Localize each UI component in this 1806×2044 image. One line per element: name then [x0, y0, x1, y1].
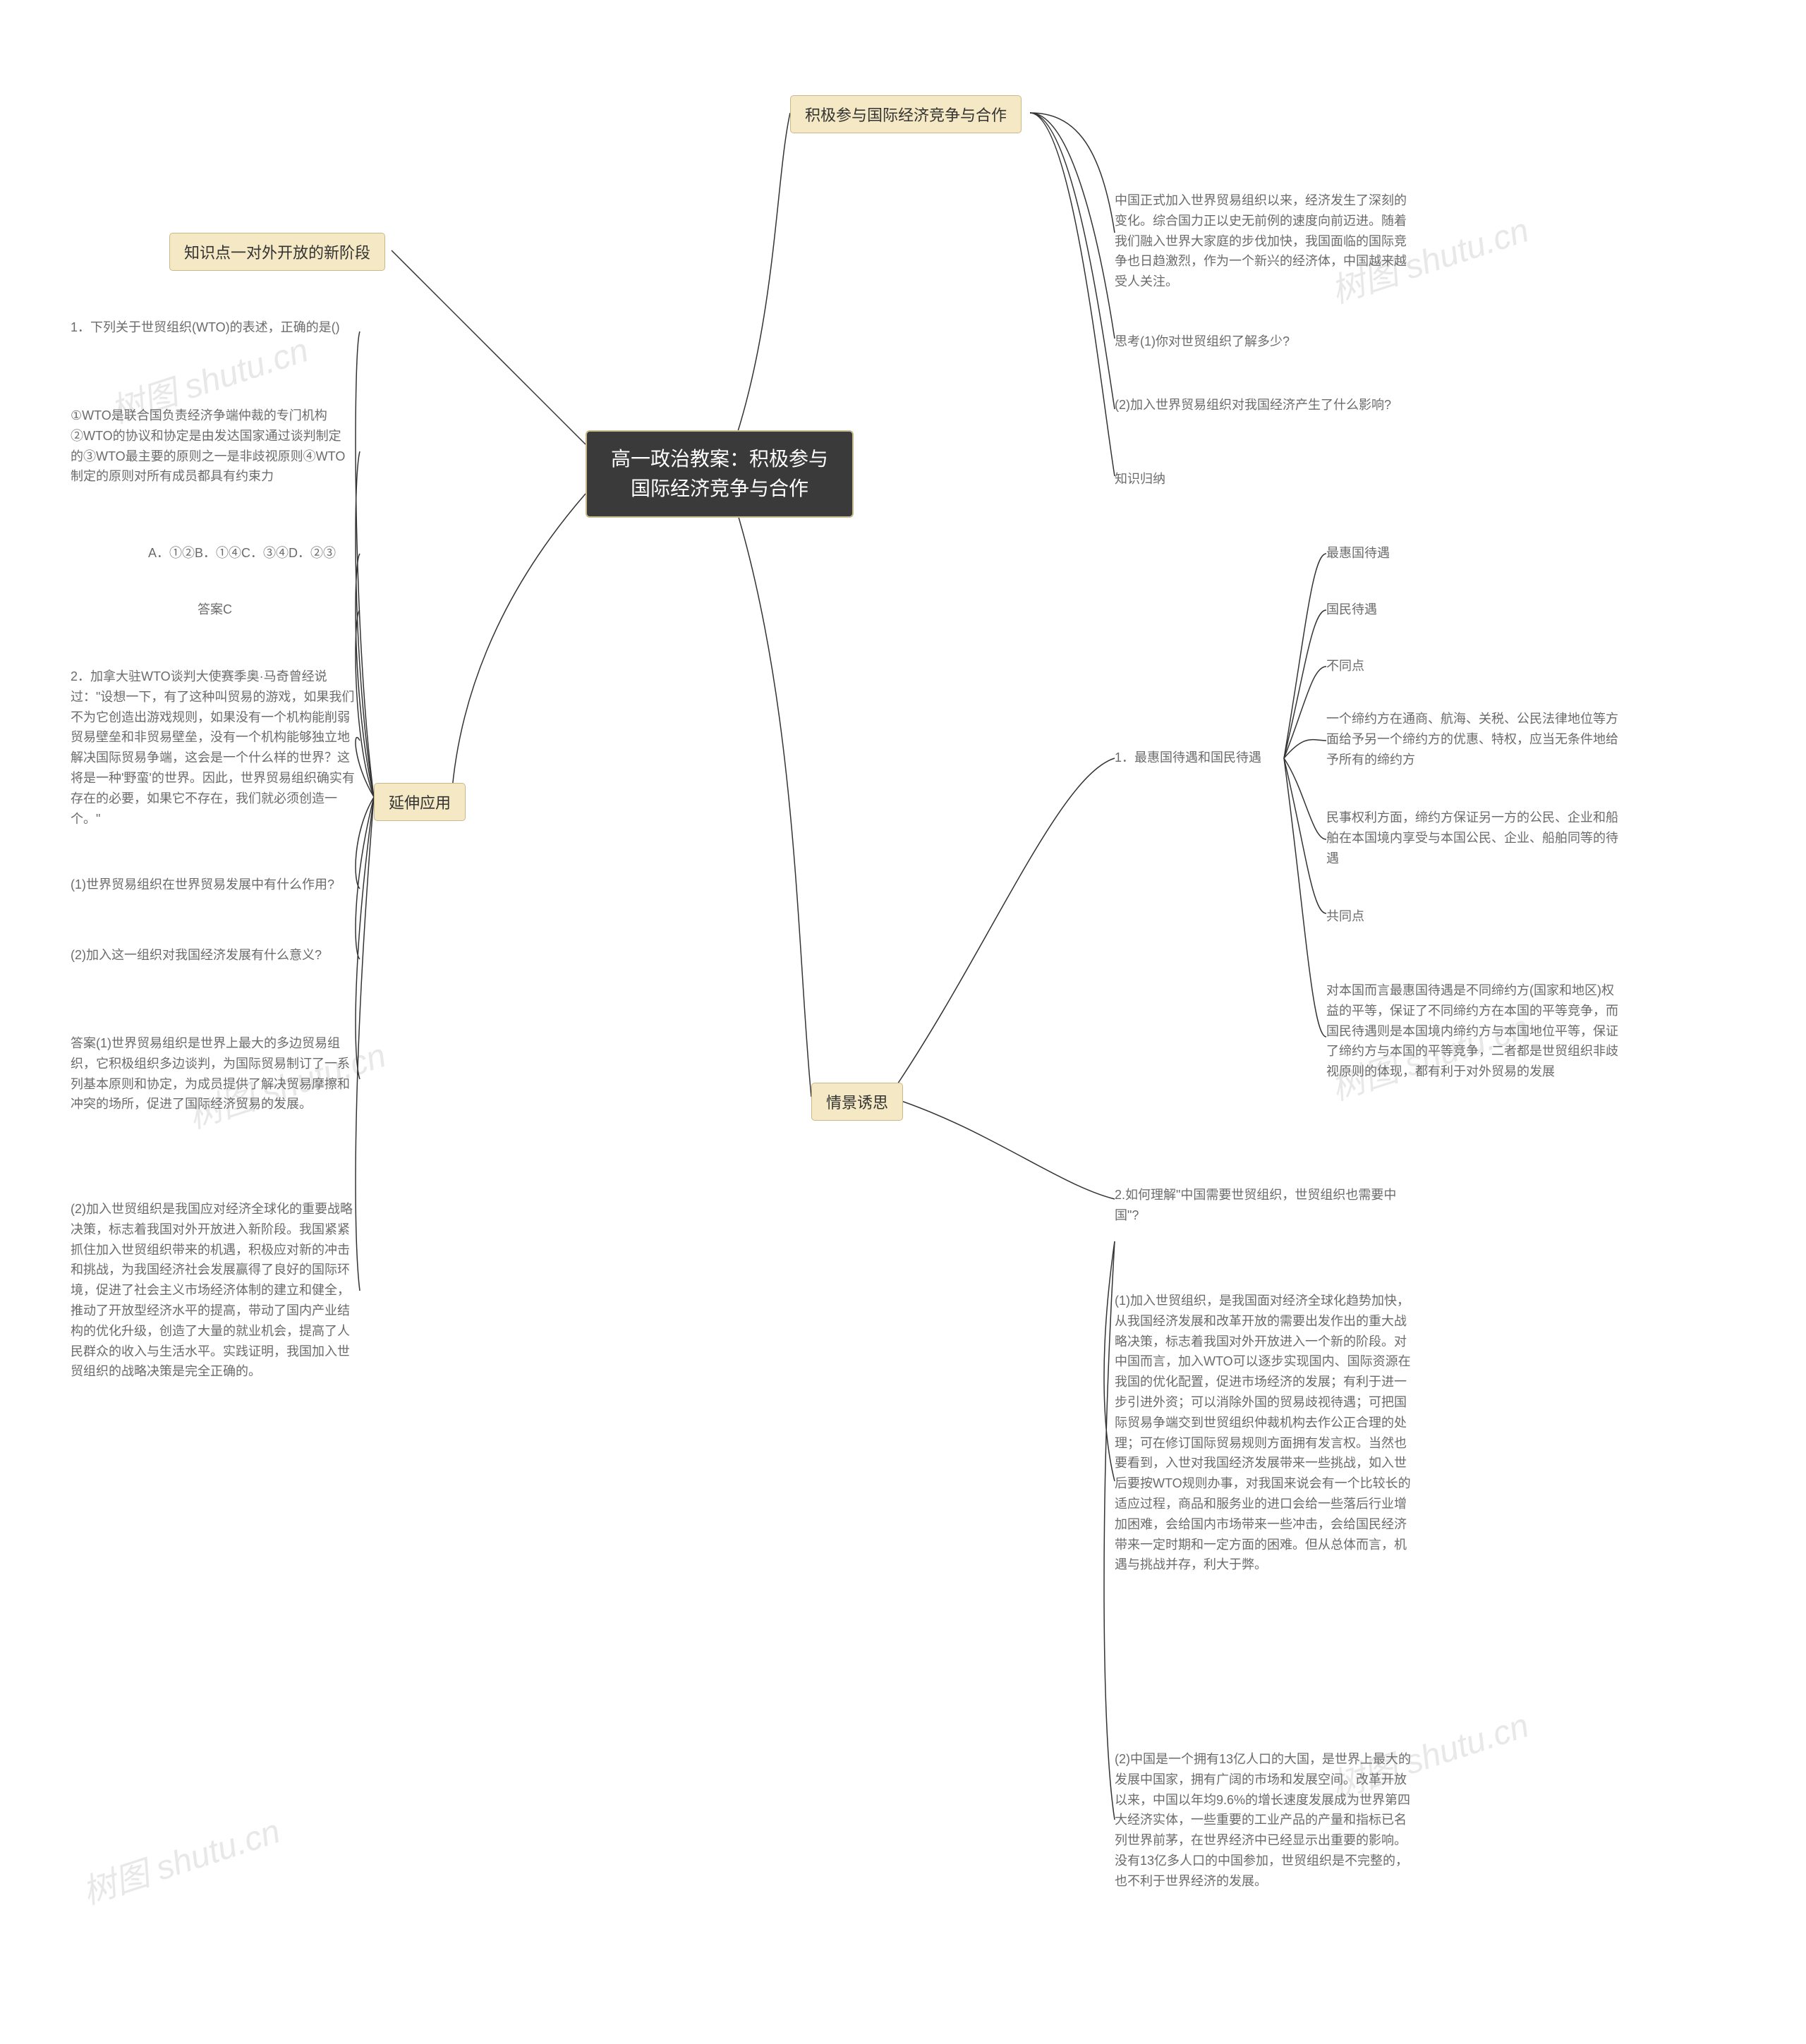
leaf-q1f: 共同点: [1326, 906, 1364, 927]
leaf-q1d: 一个缔约方在通商、航海、关税、公民法律地位等方面给予另一个缔约方的优惠、特权，应…: [1326, 709, 1623, 769]
branch-intl-competition[interactable]: 积极参与国际经济竞争与合作: [790, 95, 1022, 133]
leaf-q2: 2.如何理解"中国需要世贸组织，世贸组织也需要中国"?: [1115, 1185, 1397, 1226]
leaf-l4: 答案C: [198, 600, 232, 620]
leaf-l8: 答案(1)世界贸易组织是世界上最大的多边贸易组织，它积极组织多边谈判，为国际贸易…: [71, 1033, 360, 1114]
leaf-l1: 1．下列关于世贸组织(WTO)的表述，正确的是(): [71, 317, 340, 338]
leaf-q2a: (1)加入世贸组织，是我国面对经济全球化趋势加快，从我国经济发展和改革开放的需要…: [1115, 1291, 1418, 1575]
leaf-q1g: 对本国而言最惠国待遇是不同缔约方(国家和地区)权益的平等，保证了不同缔约方在本国…: [1326, 980, 1623, 1082]
watermark: 树图 shutu.cn: [75, 1803, 285, 1914]
leaf-q1a: 最惠国待遇: [1326, 543, 1390, 564]
leaf-l6: (1)世界贸易组织在世界贸易发展中有什么作用?: [71, 875, 334, 895]
leaf-l3: A．①②B．①④C．③④D．②③: [148, 543, 336, 564]
leaf-q1e: 民事权利方面，缔约方保证另一方的公民、企业和船舶在本国境内享受与本国公民、企业、…: [1326, 808, 1623, 868]
leaf-intro: 中国正式加入世界贸易组织以来，经济发生了深刻的变化。综合国力正以史无前例的速度向…: [1115, 190, 1418, 292]
leaf-think1: 思考(1)你对世贸组织了解多少?: [1115, 331, 1290, 352]
branch-extend-apply[interactable]: 延伸应用: [374, 783, 466, 821]
leaf-l5: 2．加拿大驻WTO谈判大使赛季奥·马奇曾经说过："设想一下，有了这种叫贸易的游戏…: [71, 667, 360, 829]
branch-scenario[interactable]: 情景诱思: [811, 1083, 903, 1121]
leaf-knowledge-summary: 知识归纳: [1115, 469, 1165, 489]
leaf-q1c: 不同点: [1326, 656, 1364, 676]
leaf-q1: 1．最惠国待遇和国民待遇: [1115, 748, 1261, 768]
leaf-l7: (2)加入这一组织对我国经济发展有什么意义?: [71, 945, 322, 966]
branch-knowledge-point[interactable]: 知识点一对外开放的新阶段: [169, 233, 385, 271]
leaf-q2b: (2)中国是一个拥有13亿人口的大国，是世界上最大的发展中国家，拥有广阔的市场和…: [1115, 1749, 1418, 1892]
leaf-think2: (2)加入世界贸易组织对我国经济产生了什么影响?: [1115, 395, 1391, 415]
leaf-l2: ①WTO是联合国负责经济争端仲裁的专门机构②WTO的协议和协定是由发达国家通过谈…: [71, 406, 353, 487]
leaf-q1b: 国民待遇: [1326, 600, 1377, 620]
root-title: 高一政治教案：积极参与 国际经济竞争与合作: [611, 448, 828, 499]
root-node[interactable]: 高一政治教案：积极参与 国际经济竞争与合作: [586, 430, 854, 518]
leaf-l9: (2)加入世贸组织是我国应对经济全球化的重要战略决策，标志着我国对外开放进入新阶…: [71, 1199, 360, 1382]
